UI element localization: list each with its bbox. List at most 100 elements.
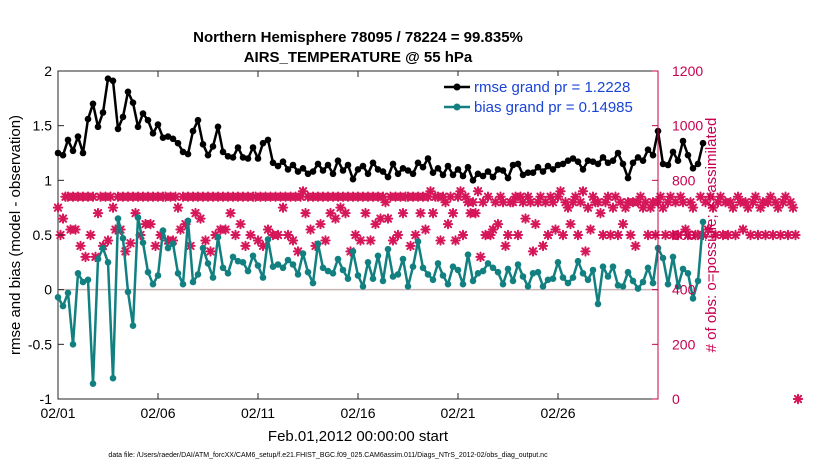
obs-count-marker [200,235,211,246]
obs-count-marker [502,229,514,241]
rmse-point [444,162,452,170]
obs-count-marker [57,213,69,224]
rmse-point [519,171,527,179]
obs-count-marker [245,229,256,241]
rmse-point [394,170,402,178]
bias-point [334,255,342,263]
rmse-point [74,133,82,140]
bias-point [229,253,237,261]
rmse-point [254,155,262,162]
rmse-point [124,88,132,96]
rmse-point [624,174,632,182]
x-tick-label: 02/01 [40,405,75,421]
bias-point [634,285,642,292]
chart-title-line2: AIRS_TEMPERATURE @ 55 hPa [244,49,473,66]
obs-count-marker [752,229,764,241]
bias-point [144,268,152,276]
bias-point [84,276,92,284]
obs-count-marker [305,224,316,235]
y-tick-label: 1.5 [33,118,53,134]
obs-count-marker [85,229,96,241]
obs-count-marker [677,197,689,208]
rmse-point [344,161,352,169]
bias-point [394,271,402,278]
rmse-point [104,75,112,82]
obs-count-marker [575,197,586,208]
rmse-point [489,173,497,181]
bias-point [164,244,172,252]
bias-point [134,214,142,221]
rmse-point [634,154,642,161]
obs-count-marker [687,202,699,213]
rmse-point [379,168,387,175]
obs-count-marker [415,207,426,219]
rmse-point [174,139,182,147]
rmse-point [139,110,147,117]
obs-count-marker [565,218,576,230]
bias-point [504,265,512,273]
bias-point [129,322,137,330]
bias-point [149,280,157,288]
bias-point [539,283,547,290]
legend-box [440,76,646,118]
rmse-point [614,149,622,157]
rmse-point [194,116,202,124]
obs-count-marker [530,218,541,230]
bias-point [464,251,472,258]
rmse-point [639,157,647,164]
rmse-point [309,168,317,175]
obs-count-marker [365,235,376,246]
rmse-point [79,149,87,157]
bias-point [584,276,592,284]
rmse-point [454,166,462,173]
bias-point [644,264,652,272]
y-axis-label: rmse and bias (model - observation) [7,115,24,355]
rmse-point [689,165,697,172]
obs-count-marker [105,191,116,202]
rmse-point [249,144,257,151]
obs-count-marker [230,229,241,241]
rmse-point [669,148,677,156]
rmse-point [119,113,127,121]
rmse-point [414,159,422,167]
rmse-point [674,157,682,164]
bias-point [424,271,432,278]
obs-count-marker [750,191,761,202]
rmse-point [339,167,347,174]
rmse-point [469,177,477,184]
rmse-point [434,165,442,172]
rmse-point [534,163,542,171]
rmse-point [644,146,652,153]
bias-point [444,280,452,288]
rmse-point [244,155,252,162]
bias-point [329,270,337,277]
obs-count-marker [330,213,341,224]
obs-count-marker [107,202,119,213]
bias-point [339,266,347,274]
rmse-point [464,163,472,171]
bias-point [294,271,302,278]
rmse-point [64,136,72,144]
x-tick-label: 02/26 [540,405,575,421]
bias-point [664,280,672,288]
bias-point [54,294,62,301]
rmse-point [324,161,332,169]
bias-point [489,264,497,272]
bias-point [154,272,162,279]
bias-point [569,274,577,281]
bias-point [414,238,422,245]
bias-point [399,255,407,263]
bias-point [404,283,412,290]
y-tick-label: 0.5 [33,227,53,243]
obs-count-marker [102,235,114,246]
bias-point [259,274,267,281]
bias-point [169,240,177,247]
bias-point [589,266,597,274]
obs-count-marker [420,224,431,235]
rmse-point [69,147,77,155]
rmse-point [279,158,287,165]
y-tick-label: -0.5 [28,336,52,352]
rmse-point [594,160,602,168]
bias-point [219,264,227,272]
rmse-point [99,109,107,116]
